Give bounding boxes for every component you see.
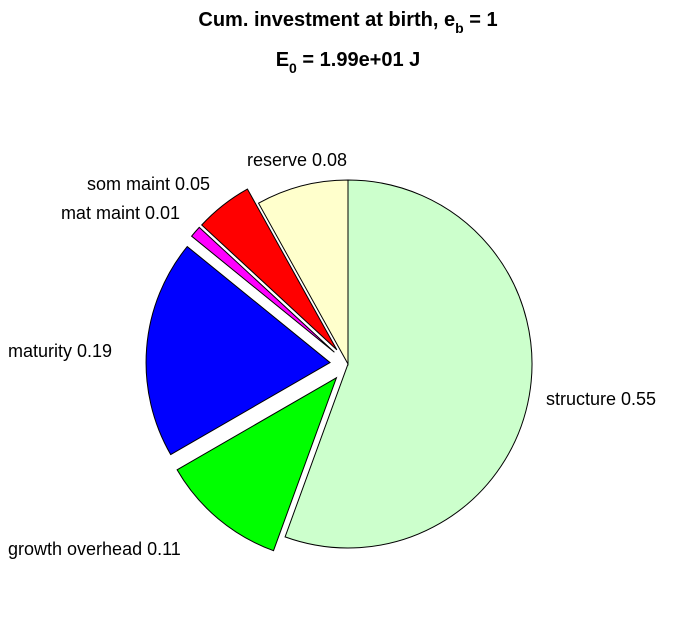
pie-slices	[145, 179, 533, 552]
slice-label-growth-overhead: growth overhead 0.11	[8, 539, 181, 559]
slice-label-structure: structure 0.55	[546, 389, 656, 409]
slice-label-reserve: reserve 0.08	[247, 150, 347, 170]
pie-slice-maturity	[145, 245, 331, 456]
slice-label-maturity: maturity 0.19	[8, 341, 112, 361]
pie-slice-mat-maint	[190, 226, 335, 353]
pie-slice-som-maint	[201, 188, 338, 351]
chart-title-line1: Cum. investment at birth, eb = 1	[198, 9, 497, 36]
pie-slice-reserve	[257, 179, 349, 366]
slice-label-mat-maint: mat maint 0.01	[61, 203, 180, 223]
pie-labels: structure 0.55 growth overhead 0.11 maturi…	[8, 150, 656, 559]
chart-title-line2: E0 = 1.99e+01 J	[276, 49, 421, 76]
pie-slice-growth-overhead	[176, 376, 338, 552]
pie-slice-structure	[284, 179, 533, 549]
slice-label-som-maint: som maint 0.05	[87, 174, 210, 194]
